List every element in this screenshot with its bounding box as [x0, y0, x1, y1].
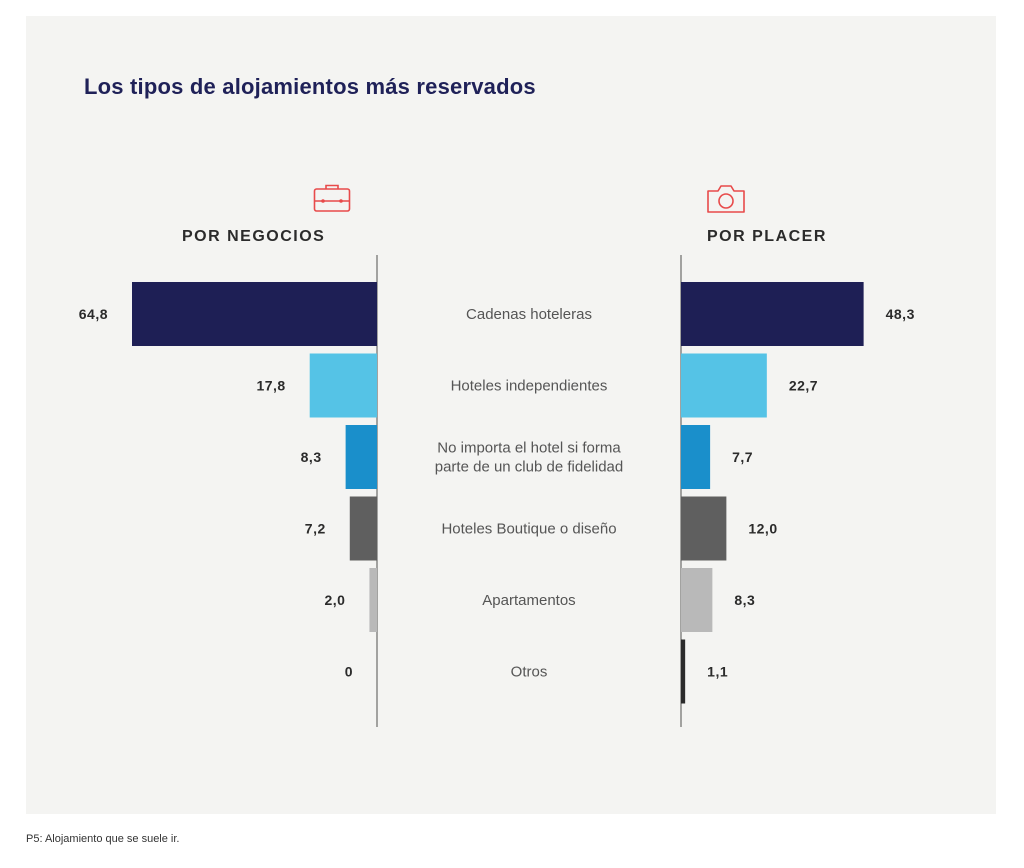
value-label-negocios-5: 0	[345, 664, 353, 680]
category-label-5: Otros	[511, 664, 548, 681]
value-label-placer-4: 8,3	[734, 592, 755, 608]
chart-marks: 64,8 48,3 Cadenas hoteleras 17,8 22,7 Hoteles…	[79, 282, 915, 704]
value-label-negocios-4: 2,0	[324, 592, 345, 608]
category-label-3: Hoteles Boutique o diseño	[441, 521, 616, 538]
value-label-placer-1: 22,7	[789, 378, 818, 394]
value-label-placer-2: 7,7	[732, 449, 753, 465]
bar-negocios-0	[132, 282, 377, 346]
chart-panel	[26, 16, 996, 814]
bar-placer-4	[681, 568, 713, 632]
category-label-0: Cadenas hoteleras	[466, 306, 592, 323]
bar-negocios-1	[309, 353, 377, 418]
value-label-placer-5: 1,1	[707, 664, 728, 680]
category-label-1: Hoteles independientes	[451, 378, 608, 395]
value-label-placer-3: 12,0	[748, 521, 777, 537]
value-label-negocios-2: 8,3	[301, 449, 322, 465]
bar-placer-5	[681, 639, 686, 704]
chart-title: Los tipos de alojamientos más reservados	[84, 74, 536, 99]
bar-placer-0	[681, 282, 864, 346]
camera-icon	[707, 185, 745, 213]
value-label-negocios-1: 17,8	[256, 378, 285, 394]
bar-placer-2	[681, 425, 711, 489]
bar-placer-3	[681, 496, 727, 561]
value-label-placer-0: 48,3	[886, 306, 915, 322]
footnote: P5: Alojamiento que se suele ir.	[26, 833, 180, 845]
right-group-header: POR PLACER	[707, 228, 827, 245]
bar-negocios-3	[349, 496, 377, 561]
category-label-4: Apartamentos	[482, 592, 575, 609]
bar-negocios-2	[345, 425, 377, 489]
value-label-negocios-3: 7,2	[305, 521, 326, 537]
left-group-header: POR NEGOCIOS	[182, 228, 326, 245]
bar-placer-1	[681, 353, 767, 418]
value-label-negocios-0: 64,8	[79, 306, 108, 322]
bar-negocios-4	[369, 568, 377, 632]
category-label-2-0: No importa el hotel si forma	[437, 440, 621, 457]
briefcase-icon	[313, 184, 351, 212]
category-label-2-1: parte de un club de fidelidad	[435, 459, 623, 476]
